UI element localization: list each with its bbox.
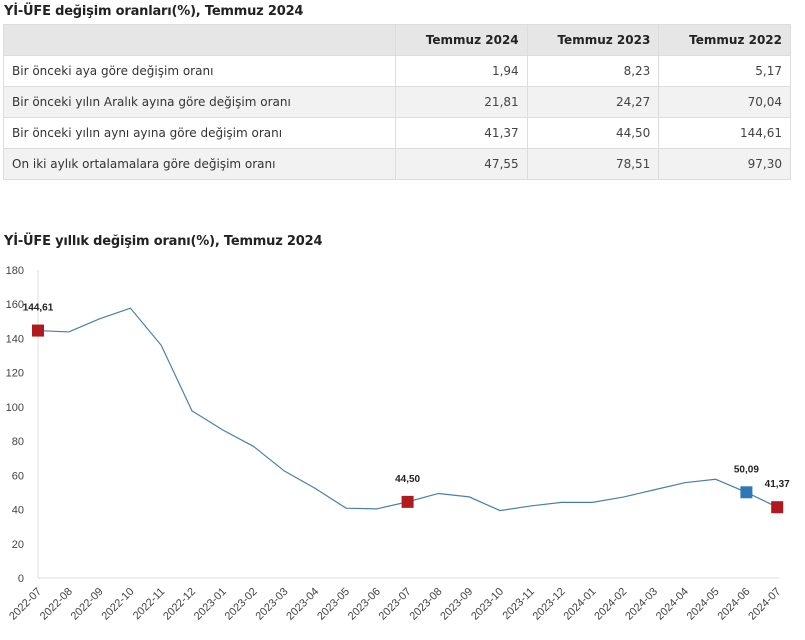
y-tick-label: 0 [18, 573, 24, 585]
cell-value: 41,37 [395, 117, 528, 149]
x-tick-label: 2024-03 [623, 586, 660, 623]
cell-value: 8,23 [526, 55, 660, 87]
table-header-row: Temmuz 2024 Temmuz 2023 Temmuz 2022 [3, 24, 791, 56]
chart-title: Yİ-ÜFE yıllık değişim oranı(%), Temmuz 2… [4, 234, 323, 249]
cell-value: 1,94 [395, 55, 528, 87]
cell-value: 44,50 [526, 117, 660, 149]
y-tick-label: 140 [6, 333, 24, 345]
x-tick-label: 2023-01 [192, 586, 229, 623]
y-axis: 0 20 40 60 80 100 120 140 160 180 [6, 265, 39, 585]
x-tick-label: 2023-07 [377, 586, 414, 623]
cell-value: 144,61 [658, 117, 791, 149]
column-header-temmuz-2022: Temmuz 2022 [658, 24, 791, 56]
cell-value: 70,04 [658, 86, 791, 118]
y-tick-label: 40 [12, 505, 24, 517]
column-header-temmuz-2023: Temmuz 2023 [526, 24, 660, 56]
y-tick-label: 120 [6, 368, 24, 380]
data-label: 44,50 [395, 474, 420, 485]
y-tick-label: 160 [6, 299, 24, 311]
table-row: On iki aylık ortalamalara göre değişim o… [3, 148, 791, 180]
x-tick-label: 2023-08 [407, 586, 444, 623]
x-tick-label: 2022-11 [131, 586, 167, 622]
row-label: Bir önceki aya göre değişim oranı [3, 55, 396, 87]
data-label: 144,61 [23, 303, 54, 314]
x-tick-label: 2023-06 [346, 586, 383, 623]
y-tick-label: 20 [12, 539, 24, 551]
x-tick-label: 2023-02 [223, 586, 260, 623]
column-header-label [3, 24, 396, 56]
table-row: Bir önceki yılın Aralık ayına göre değiş… [3, 86, 791, 118]
x-tick-label: 2022-10 [99, 586, 136, 623]
x-tick-label: 2023-12 [531, 586, 568, 623]
y-tick-label: 80 [12, 436, 24, 448]
x-tick-label: 2023-03 [253, 586, 290, 623]
data-label: 41,37 [765, 479, 790, 490]
x-tick-label: 2022-09 [69, 586, 106, 623]
data-label: 50,09 [734, 464, 759, 475]
y-tick-label: 60 [12, 470, 24, 482]
cell-value: 78,51 [526, 148, 660, 180]
x-tick-label: 2023-11 [500, 586, 536, 622]
data-point-marker [401, 495, 414, 508]
highlight-markers: 144,61 44,50 50,09 41,37 [23, 303, 790, 514]
row-label: Bir önceki yılın aynı ayına göre değişim… [3, 117, 396, 149]
x-tick-label: 2022-12 [161, 586, 198, 623]
x-axis: 2022-072022-082022-092022-102022-112022-… [7, 577, 783, 623]
y-tick-label: 180 [6, 265, 24, 277]
x-tick-label: 2024-02 [592, 586, 629, 623]
table-row: Bir önceki aya göre değişim oranı 1,94 8… [3, 55, 791, 87]
x-tick-label: 2024-06 [715, 586, 752, 623]
data-point-marker [771, 501, 784, 514]
row-label: Bir önceki yılın Aralık ayına göre değiş… [3, 86, 396, 118]
x-tick-label: 2022-07 [7, 586, 44, 623]
cell-value: 5,17 [658, 55, 791, 87]
cell-value: 24,27 [526, 86, 660, 118]
x-tick-label: 2023-09 [438, 586, 475, 623]
table-row: Bir önceki yılın aynı ayına göre değişim… [3, 117, 791, 149]
x-tick-label: 2023-10 [469, 586, 506, 623]
data-point-marker [740, 486, 753, 499]
change-rates-table: Temmuz 2024 Temmuz 2023 Temmuz 2022 Bir … [3, 24, 791, 180]
x-tick-label: 2023-05 [315, 586, 352, 623]
x-tick-label: 2024-01 [561, 586, 598, 623]
cell-value: 47,55 [395, 148, 528, 180]
row-label: On iki aylık ortalamalara göre değişim o… [3, 148, 396, 180]
cell-value: 21,81 [395, 86, 528, 118]
x-tick-label: 2022-08 [38, 586, 75, 623]
x-tick-label: 2023-04 [284, 586, 321, 623]
x-tick-label: 2024-04 [654, 586, 691, 623]
x-tick-label: 2024-05 [685, 586, 722, 623]
column-header-temmuz-2024: Temmuz 2024 [395, 24, 528, 56]
data-point-marker [32, 324, 44, 337]
cell-value: 97,30 [658, 148, 791, 180]
y-tick-label: 100 [6, 402, 24, 414]
table-title: Yİ-ÜFE değişim oranları(%), Temmuz 2024 [4, 4, 304, 19]
x-tick-label: 2024-07 [746, 586, 783, 623]
